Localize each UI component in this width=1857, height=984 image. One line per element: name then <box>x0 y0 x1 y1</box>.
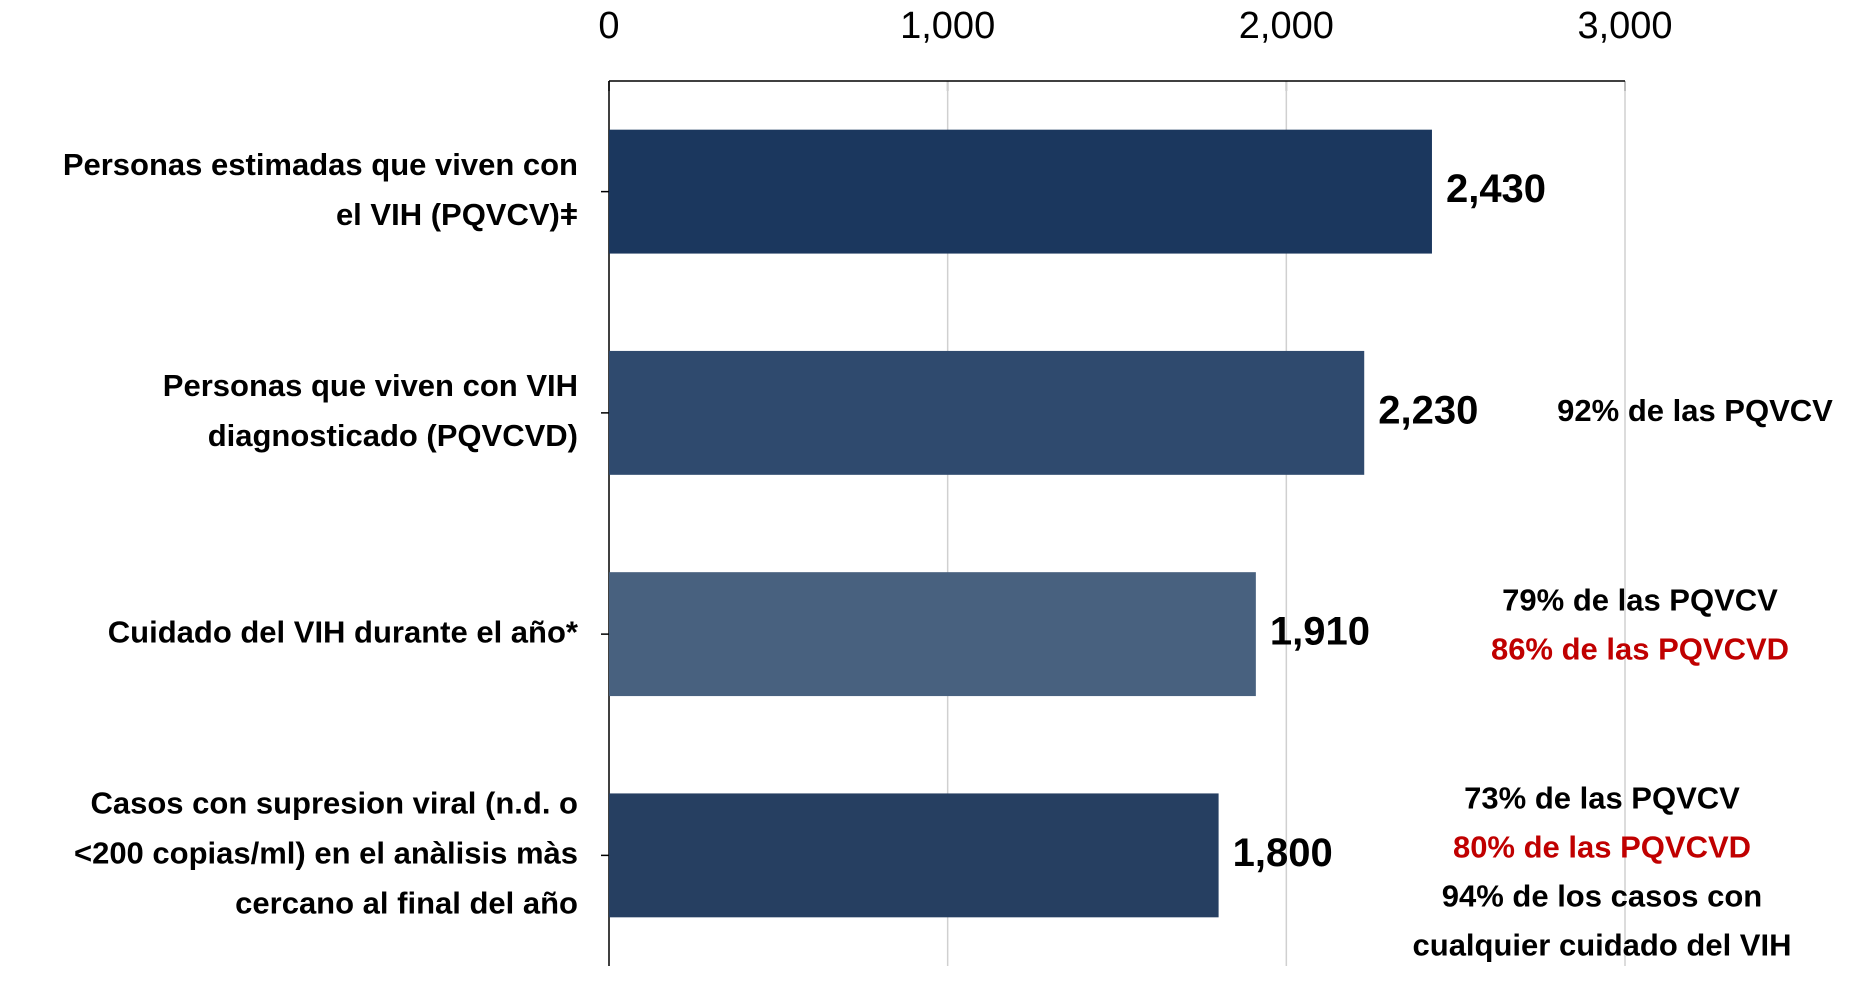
x-tick-label: 3,000 <box>1577 5 1672 47</box>
category-label: Personas que viven con VIH <box>163 368 578 403</box>
bar <box>609 350 1365 475</box>
category-label: cercano al final del año <box>235 886 578 921</box>
value-label: 2,230 <box>1378 388 1478 432</box>
annotation: cualquier cuidado del VIH <box>1413 928 1792 963</box>
bar <box>609 793 1219 918</box>
category-label: Personas estimadas que viven con <box>63 147 578 182</box>
annotation: 79% de las PQVCV <box>1502 582 1778 617</box>
bar <box>609 572 1256 697</box>
annotation: 94% de los casos con <box>1442 879 1762 914</box>
x-tick-label: 0 <box>598 5 619 47</box>
value-label: 1,910 <box>1270 610 1370 654</box>
annotation: 86% de las PQVCVD <box>1491 631 1789 666</box>
category-label: <200 copias/ml) en el anàlisis màs <box>74 836 578 871</box>
annotation: 73% de las PQVCV <box>1464 781 1740 816</box>
annotation: 80% de las PQVCVD <box>1453 830 1751 865</box>
category-label: diagnosticado (PQVCVD) <box>208 418 578 453</box>
category-label: Casos con supresion viral (n.d. o <box>91 786 579 821</box>
bar <box>609 129 1432 254</box>
category-label: el VIH (PQVCV)ǂ <box>336 197 578 232</box>
x-tick-label: 1,000 <box>900 5 995 47</box>
value-label: 2,430 <box>1446 167 1546 211</box>
annotation: 92% de las PQVCV <box>1557 393 1833 428</box>
x-tick-label: 2,000 <box>1239 5 1334 47</box>
value-label: 1,800 <box>1233 831 1333 875</box>
category-label: Cuidado del VIH durante el año* <box>108 614 579 649</box>
